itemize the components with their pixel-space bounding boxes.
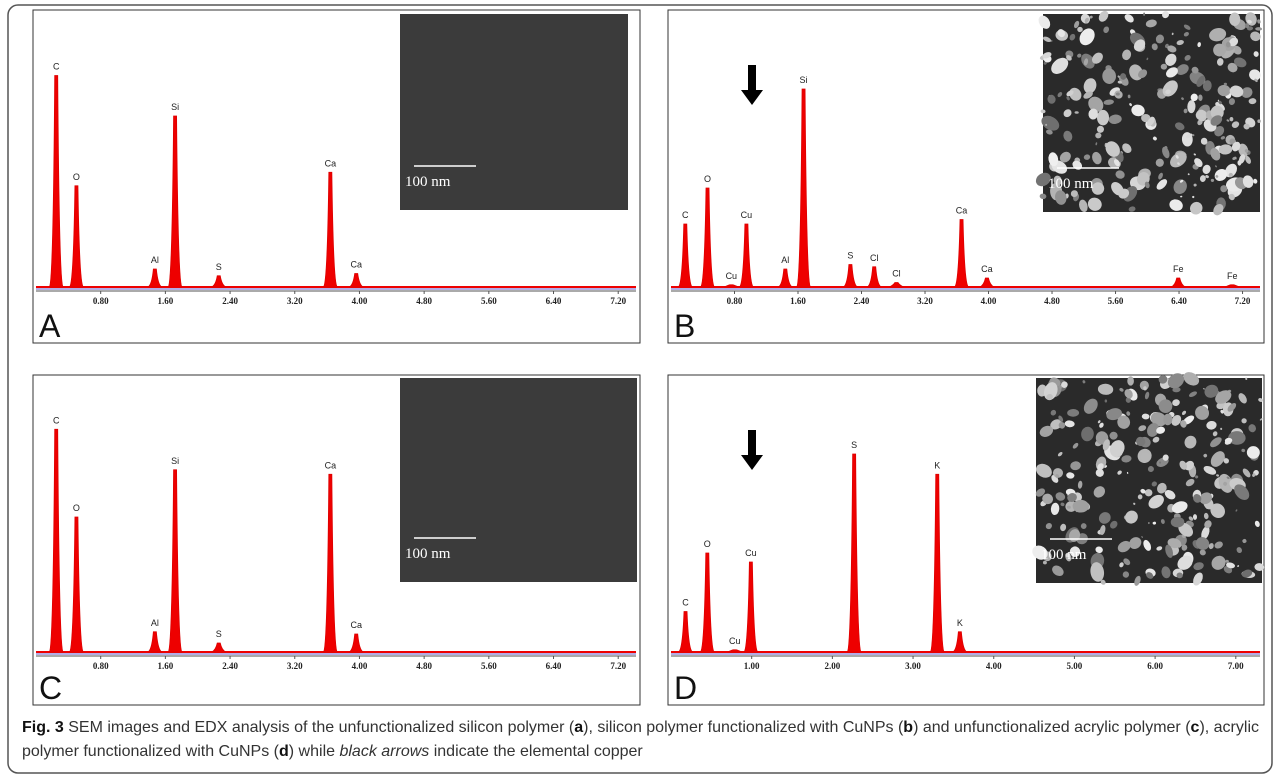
x-tick-label: 5.60 <box>1108 296 1124 306</box>
x-tick-label: 7.20 <box>610 296 626 306</box>
caption-text: indicate the elemental copper <box>429 743 642 760</box>
peak-label: K <box>934 460 940 470</box>
x-tick-label: 0.80 <box>727 296 743 306</box>
x-tick-label: 3.20 <box>917 296 933 306</box>
x-tick-label: 6.40 <box>1171 296 1187 306</box>
sem-particle <box>1127 376 1134 385</box>
x-tick-label: 4.00 <box>352 661 368 671</box>
caption-text: black arrows <box>339 743 429 760</box>
x-tick-label: 2.00 <box>824 661 840 671</box>
x-tick-label: 5.60 <box>481 296 497 306</box>
peak-label: O <box>73 503 80 513</box>
x-tick-label: 5.60 <box>481 661 497 671</box>
peak-label: Cu <box>741 210 753 220</box>
x-tick-label: 1.60 <box>158 661 174 671</box>
x-tick-label: 7.00 <box>1228 661 1244 671</box>
peak-label: Cl <box>892 269 901 279</box>
caption-text: a <box>574 719 583 736</box>
peak-label: Fe <box>1227 271 1238 281</box>
peak-label: O <box>73 172 80 182</box>
peak-label: Al <box>151 255 159 265</box>
caption-text: d <box>279 743 289 760</box>
peak-label: Si <box>171 456 179 466</box>
x-tick-label: 6.40 <box>546 296 562 306</box>
x-tick-label: 1.60 <box>790 296 806 306</box>
x-tick-label: 4.80 <box>416 661 432 671</box>
caption-text: SEM images and EDX analysis of the unfun… <box>64 719 574 736</box>
peak-label: Cu <box>729 636 741 646</box>
x-tick-label: 4.80 <box>416 296 432 306</box>
peak-label: O <box>704 174 711 184</box>
peak-label: Cu <box>745 548 757 558</box>
x-tick-label: 1.60 <box>158 296 174 306</box>
x-tick-label: 7.20 <box>1235 296 1251 306</box>
peak-label: Al <box>151 618 159 628</box>
x-tick-label: 3.20 <box>287 661 303 671</box>
caption-text: ) and unfunctionalized acrylic polymer ( <box>913 719 1190 736</box>
caption-text: ), silicon polymer functionalized with C… <box>583 719 903 736</box>
scale-bar-label: 100 nm <box>405 546 451 562</box>
scale-bar-label: 100 nm <box>405 174 451 190</box>
peak-label: Ca <box>325 460 337 470</box>
x-tick-label: 0.80 <box>93 296 109 306</box>
panel-letter: C <box>39 670 62 706</box>
x-tick-label: 4.00 <box>986 661 1002 671</box>
peak-label: K <box>957 618 963 628</box>
peak-label: C <box>53 415 60 425</box>
peak-label: S <box>847 251 853 261</box>
peak-label: C <box>682 598 689 608</box>
peak-label: Ca <box>350 260 362 270</box>
x-tick-label: 6.00 <box>1147 661 1163 671</box>
peak-label: S <box>216 262 222 272</box>
figure-page: 0.80 1.60 2.40 3.20 4.00 4.80 5.60 6.40 7.20 C O Al… <box>0 0 1281 778</box>
x-tick-label: 0.80 <box>93 661 109 671</box>
caption-label: Fig. 3 <box>22 719 64 736</box>
scale-bar-label: 100 nm <box>1041 547 1087 563</box>
x-tick-label: 3.20 <box>287 296 303 306</box>
scale-bar-label: 100 nm <box>1048 176 1094 192</box>
peak-label: Ca <box>325 158 337 168</box>
caption-text: b <box>903 719 913 736</box>
caption: Fig. 3 SEM images and EDX analysis of th… <box>22 716 1262 764</box>
peak-label: C <box>682 210 689 220</box>
peak-label: Al <box>781 255 789 265</box>
peak-label: Si <box>171 102 179 112</box>
peak-label: C <box>53 62 60 72</box>
peak-label: Si <box>800 75 808 85</box>
x-tick-label: 4.80 <box>1044 296 1060 306</box>
panel-letter: D <box>674 670 697 706</box>
x-tick-label: 2.40 <box>222 296 238 306</box>
peak-label: Cu <box>726 271 738 281</box>
peak-label: Ca <box>981 264 993 274</box>
peak-label: Fe <box>1173 264 1184 274</box>
peak-label: S <box>216 629 222 639</box>
x-tick-label: 2.40 <box>854 296 870 306</box>
x-tick-label: 1.00 <box>744 661 760 671</box>
x-tick-label: 3.00 <box>905 661 921 671</box>
sem-particle <box>1105 399 1107 402</box>
peak-label: Cl <box>870 253 879 263</box>
x-tick-label: 6.40 <box>546 661 562 671</box>
peak-label: Ca <box>956 206 968 216</box>
x-tick-label: 2.40 <box>222 661 238 671</box>
x-tick-label: 5.00 <box>1067 661 1083 671</box>
x-tick-label: 7.20 <box>610 661 626 671</box>
panel-letter: A <box>39 308 61 344</box>
x-tick-label: 4.00 <box>352 296 368 306</box>
sem-particle <box>1229 13 1240 26</box>
figure: 0.80 1.60 2.40 3.20 4.00 4.80 5.60 6.40 7.20 C O Al… <box>0 0 1281 778</box>
caption-text: ) while <box>289 743 340 760</box>
peak-label: O <box>704 539 711 549</box>
x-tick-label: 4.00 <box>981 296 997 306</box>
peak-label: Ca <box>350 620 362 630</box>
panel-letter: B <box>674 308 695 344</box>
peak-label: S <box>851 440 857 450</box>
